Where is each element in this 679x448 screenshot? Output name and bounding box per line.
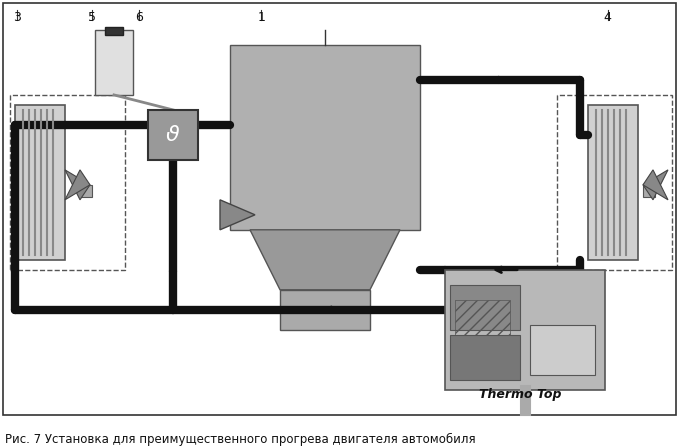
Bar [557, 95, 672, 270]
Bar [15, 105, 65, 260]
Bar [280, 290, 370, 330]
Text: $\vartheta$: $\vartheta$ [166, 125, 181, 145]
Bar [445, 270, 605, 390]
Polygon shape [250, 230, 400, 290]
Bar [95, 30, 133, 95]
Bar [450, 285, 520, 330]
Bar [643, 185, 655, 197]
Polygon shape [220, 200, 255, 230]
Polygon shape [643, 170, 668, 200]
Bar [10, 95, 125, 270]
Bar [455, 300, 510, 335]
Text: 4: 4 [604, 11, 612, 24]
Text: 5: 5 [88, 11, 96, 24]
Text: Рис. 7 Установка для преимущественного прогрева двигателя автомобиля: Рис. 7 Установка для преимущественного п… [5, 433, 475, 446]
Bar [450, 335, 520, 379]
Bar [588, 105, 638, 260]
Polygon shape [65, 170, 90, 200]
Bar [80, 185, 92, 197]
Bar [105, 27, 123, 35]
Polygon shape [643, 170, 668, 200]
Text: 1: 1 [257, 11, 265, 24]
Bar [148, 110, 198, 160]
Text: 6: 6 [135, 11, 143, 24]
Polygon shape [65, 170, 90, 200]
Text: 3: 3 [13, 11, 21, 24]
Bar [230, 45, 420, 230]
Bar [530, 325, 595, 375]
Text: Thermo Top: Thermo Top [479, 388, 562, 401]
